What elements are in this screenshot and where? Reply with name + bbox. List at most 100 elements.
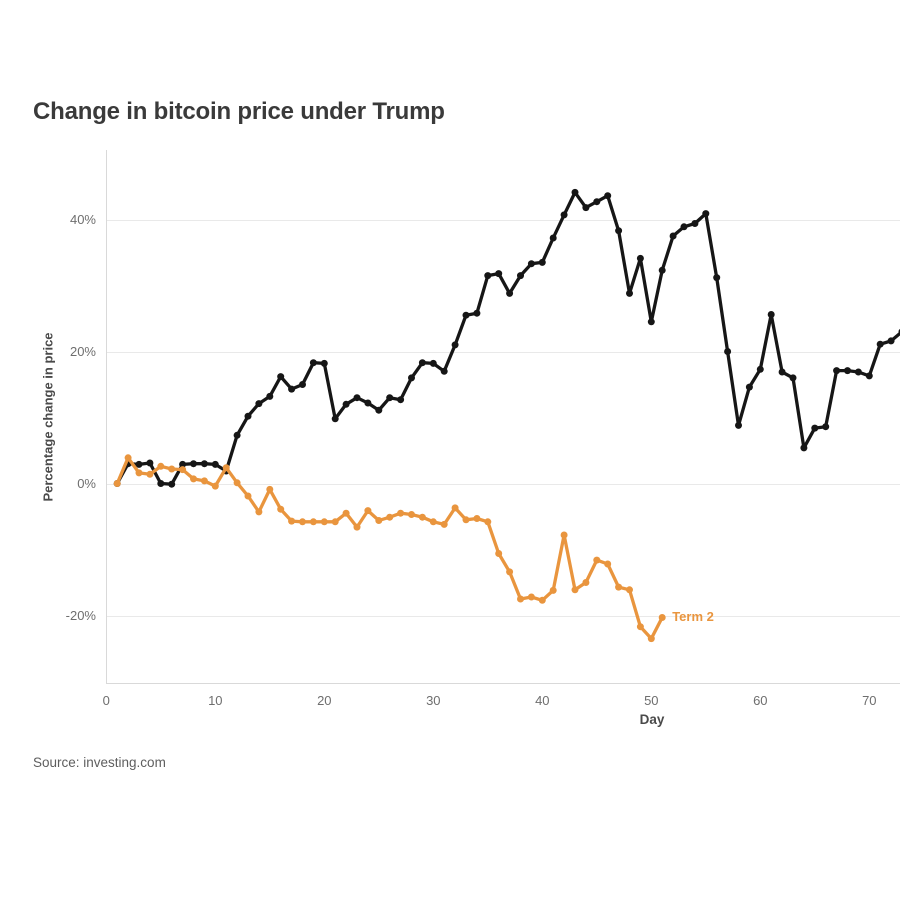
series-point-term-1 [636,254,644,262]
series-point-term-1 [833,367,841,375]
series-point-term-2 [255,508,263,516]
x-tick-label: 70 [862,693,877,708]
series-point-term-2 [200,477,208,485]
x-tick-label: 20 [317,693,332,708]
source-note: Source: investing.com [33,755,166,770]
series-point-term-2 [113,480,121,487]
series-point-term-2 [527,593,535,601]
series-point-term-1 [353,394,361,402]
series-point-term-1 [288,385,296,393]
x-tick-label: 50 [644,693,659,708]
series-point-term-2 [309,518,317,526]
series-point-term-2 [571,586,579,594]
series-point-term-1 [887,337,895,345]
series-point-term-1 [397,396,405,404]
series-point-term-2 [538,596,546,604]
series-point-term-1 [342,400,350,408]
series-point-term-2 [484,518,492,526]
series-point-term-2 [418,513,426,521]
series-point-term-2 [135,469,143,477]
x-tick-label: 30 [426,693,441,708]
series-point-term-1 [168,480,176,488]
series-point-term-1 [724,348,732,355]
series-point-term-1 [571,188,579,196]
series-point-term-2 [353,523,361,531]
series-point-term-1 [745,383,753,391]
series-point-term-1 [691,220,699,227]
series-point-term-1 [604,192,612,200]
series-point-term-1 [756,365,764,373]
series-point-term-1 [408,374,415,382]
series-point-term-2 [626,586,633,594]
series-point-term-1 [876,340,884,348]
series-point-term-1 [331,415,339,423]
series-point-term-2 [560,531,568,539]
series-point-term-2 [495,550,503,557]
series-point-term-1 [517,272,524,280]
series-point-term-2 [277,505,285,513]
series-point-term-1 [364,399,372,407]
series-point-term-1 [484,272,492,280]
series-point-term-2 [190,475,197,483]
series-point-term-1 [822,423,830,431]
series-point-term-2 [440,520,448,528]
series-point-term-1 [538,258,546,266]
series-point-term-2 [299,518,306,526]
series-point-term-1 [451,341,459,349]
series-point-term-1 [211,460,219,468]
y-tick-label: 40% [69,211,96,227]
series-point-term-2 [451,504,459,512]
series-point-term-1 [320,359,328,367]
series-point-term-2 [157,462,165,470]
series-point-term-2 [375,517,383,524]
series-point-term-1 [233,431,241,439]
series-point-term-2 [386,513,394,521]
series-point-term-1 [266,392,274,400]
series-point-term-2 [331,518,339,526]
chart-title: Change in bitcoin price under Trump [33,98,445,125]
series-point-term-2 [168,465,176,473]
series-point-term-2 [549,586,557,594]
series-point-term-2 [582,579,590,586]
series-point-term-2 [233,479,241,487]
series-point-term-2 [222,464,230,472]
y-tick-label: 0% [77,475,96,491]
series-point-term-1 [789,374,797,382]
series-point-term-1 [299,381,306,388]
series-point-term-2 [636,623,644,631]
series-point-term-2 [473,515,481,522]
series-point-term-2 [179,466,187,474]
series-point-term-1 [713,274,721,282]
series-point-term-2 [615,583,623,591]
series-point-term-1 [615,227,623,235]
series-point-term-1 [658,266,666,274]
series-point-term-2 [604,560,612,568]
series-line-term-1 [115,190,900,486]
series-point-term-2 [517,595,524,603]
series-point-term-2 [593,556,601,564]
y-tick-label: 20% [69,343,96,359]
series-point-term-1 [440,367,448,375]
series-point-term-1 [495,270,503,278]
series-point-term-1 [582,204,590,212]
series-point-term-1 [473,309,481,317]
series-point-term-1 [527,260,535,268]
series-point-term-2 [408,511,415,518]
series-point-term-2 [658,614,666,621]
x-axis-title: Day [639,712,665,727]
series-point-term-2 [647,635,655,643]
series-point-term-1 [462,311,470,319]
series-point-term-1 [626,289,633,297]
series-point-term-1 [549,234,557,242]
series-point-term-1 [778,368,786,376]
y-tick-label: -20% [65,607,96,623]
x-tick-label: 60 [753,693,768,708]
series-point-term-1 [386,394,394,402]
series-point-term-1 [735,421,742,429]
series-point-term-2 [244,492,252,500]
series-point-term-1 [702,210,710,218]
series-point-term-1 [844,367,851,375]
series-point-term-1 [647,318,655,326]
